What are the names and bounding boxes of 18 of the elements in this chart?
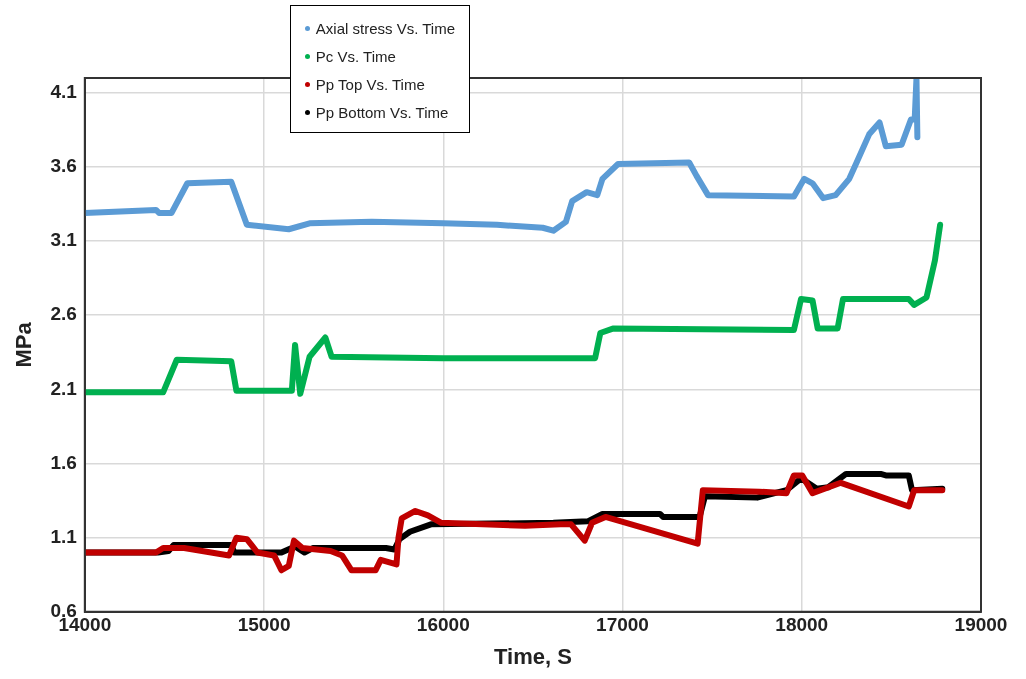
x-tick-label: 15000: [237, 614, 291, 636]
y-tick-label: 3.6: [50, 155, 77, 177]
x-axis-title: Time, S: [493, 643, 572, 669]
x-tick-label: 16000: [416, 614, 470, 636]
y-tick-label: 3.1: [50, 229, 78, 251]
y-axis-title: MPa: [11, 321, 37, 368]
legend-label: Pp Top Vs. Time: [315, 75, 425, 93]
x-tick-label: 19000: [954, 614, 1008, 636]
y-tick-label: 2.1: [50, 377, 78, 399]
x-tick-label: 18000: [775, 614, 829, 636]
legend-label: Pp Bottom Vs. Time: [315, 103, 449, 121]
y-tick-label: 1.1: [50, 525, 78, 547]
x-tick-label: 17000: [596, 614, 649, 636]
legend-label: Pc Vs. Time: [315, 47, 396, 65]
y-tick-label: 1.6: [50, 451, 77, 473]
y-tick-label: 4.1: [50, 81, 78, 103]
y-tick-label: 2.6: [50, 303, 77, 325]
legend-label: Axial stress Vs. Time: [315, 19, 456, 37]
